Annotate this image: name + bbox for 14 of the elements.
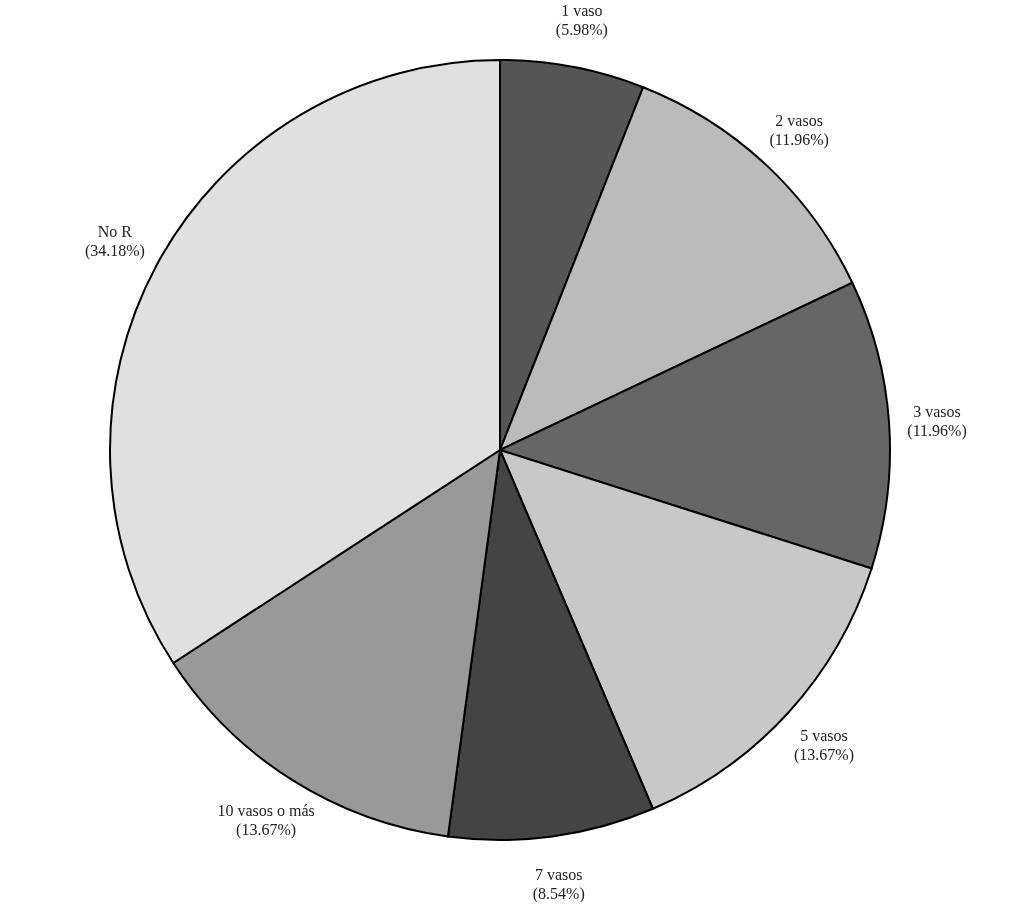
- slice-label: No R: [97, 223, 133, 241]
- data-label: (13.67%): [236, 821, 297, 840]
- slice-label: 5 vasos: [800, 726, 848, 744]
- data-label: (13.67%): [793, 745, 854, 764]
- slice-label: 1 vaso: [561, 1, 603, 19]
- slice-label: 2 vasos: [775, 112, 823, 130]
- data-label: (34.18%): [84, 242, 145, 261]
- slice-label: 7 vasos: [534, 866, 583, 884]
- data-label: (5.98%): [555, 20, 608, 39]
- data-label: (11.96%): [907, 421, 967, 440]
- slice-label: 10 vasos o más: [217, 802, 315, 820]
- slice-label: 3 vasos: [913, 402, 961, 420]
- data-label: (11.96%): [769, 131, 829, 150]
- data-label: (8.54%): [532, 885, 585, 904]
